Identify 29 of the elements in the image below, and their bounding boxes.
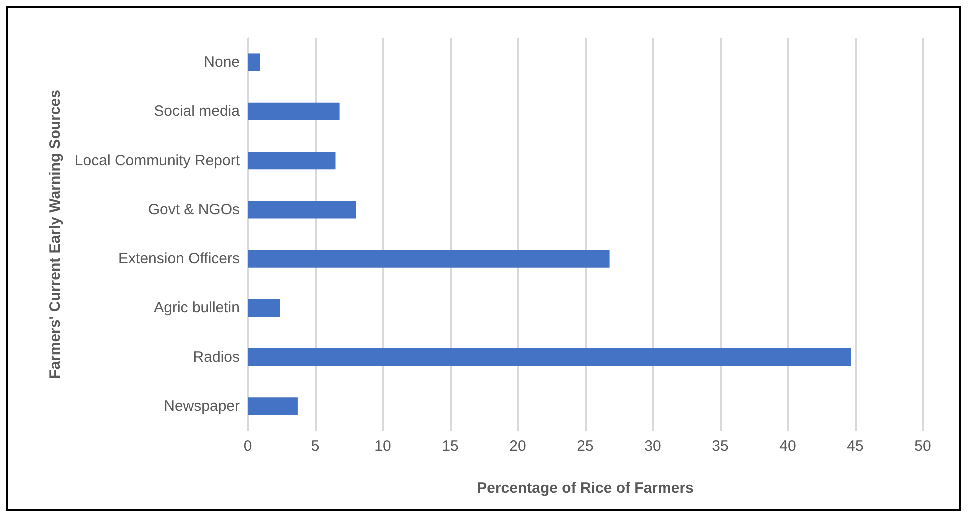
y-tick-label: Social media (154, 103, 241, 120)
y-axis-title: Farmers' Current Early Warning Sources (47, 90, 64, 379)
x-tick-label: 20 (510, 438, 526, 455)
x-tick-label: 30 (644, 438, 662, 455)
bar (248, 201, 356, 219)
y-tick-label: Radios (193, 348, 240, 366)
x-tick-label: 40 (780, 438, 796, 455)
x-tick-label: 50 (914, 438, 932, 455)
bar (248, 250, 610, 268)
bar (248, 54, 260, 72)
y-tick-label: Govt & NGOs (148, 201, 240, 218)
y-tick-label: Extension Officers (118, 250, 240, 268)
y-tick-label: None (204, 54, 240, 72)
x-tick-label: 5 (311, 438, 320, 455)
y-tick-label: Newspaper (164, 398, 240, 415)
x-tick-label: 10 (374, 438, 392, 455)
y-tick-label: Agric bulletin (154, 300, 240, 317)
x-tick-label: 0 (244, 438, 252, 455)
bar (248, 102, 340, 121)
x-tick-label: 45 (847, 438, 864, 455)
bar (248, 348, 852, 366)
bar (248, 299, 280, 318)
bar (248, 398, 298, 416)
x-axis-title: Percentage of Rice of Farmers (477, 480, 694, 497)
x-tick-label: 15 (442, 438, 459, 455)
x-tick-label: 25 (577, 438, 594, 455)
y-tick-label: Local Community Report (74, 152, 241, 170)
bar (248, 152, 336, 170)
x-tick-label: 35 (712, 438, 729, 455)
